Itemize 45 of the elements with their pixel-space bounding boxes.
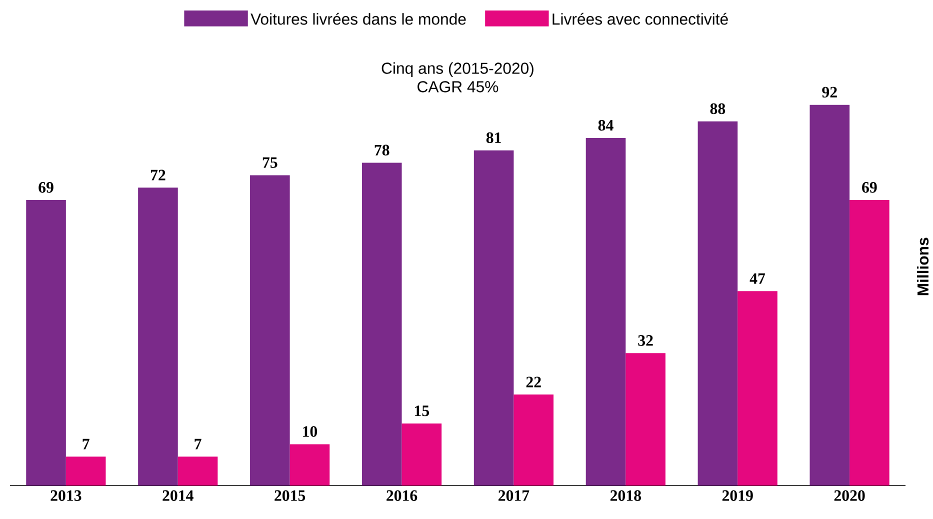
data-label: 81 xyxy=(486,132,501,143)
bar xyxy=(178,456,218,486)
bar xyxy=(362,162,402,486)
data-label: 92 xyxy=(822,86,837,98)
data-label: 75 xyxy=(262,157,278,168)
bar xyxy=(850,200,890,486)
data-label: 78 xyxy=(374,144,390,156)
bar xyxy=(290,444,330,486)
legend-label: Livrées avec connectivité xyxy=(552,12,728,25)
data-label: 69 xyxy=(862,182,877,193)
bar xyxy=(738,290,778,486)
bar xyxy=(698,121,738,486)
bar xyxy=(626,352,666,486)
data-label: 32 xyxy=(638,334,653,346)
bar xyxy=(402,423,442,486)
bar xyxy=(26,200,66,486)
y-axis-title: Millions xyxy=(916,238,929,295)
text: CAGR 45% xyxy=(418,80,498,92)
legend-label: Voitures livrées dans le monde xyxy=(250,12,466,25)
data-label: 15 xyxy=(415,405,430,416)
text: Cinq ans (2015-2020) xyxy=(382,62,534,77)
data-label: 47 xyxy=(750,273,766,284)
x-tick-label: 2019 xyxy=(722,490,753,501)
bar xyxy=(514,394,554,486)
data-label: 7 xyxy=(194,438,202,450)
bar xyxy=(138,187,178,486)
x-tick-label: 2014 xyxy=(162,490,194,501)
data-label: 88 xyxy=(710,103,726,114)
x-tick-label: 2017 xyxy=(498,490,530,501)
bar xyxy=(586,138,626,486)
data-label: 22 xyxy=(526,376,541,388)
x-tick-label: 2018 xyxy=(610,490,641,501)
x-tick-label: 2016 xyxy=(386,490,418,501)
data-label: 84 xyxy=(598,120,614,130)
bar xyxy=(250,175,290,486)
data-label: 10 xyxy=(303,426,318,437)
bar xyxy=(474,150,514,486)
x-tick-label: 2015 xyxy=(274,490,306,501)
data-label: 7 xyxy=(82,438,90,450)
bar xyxy=(810,104,850,486)
data-label: 69 xyxy=(38,182,54,193)
x-tick-label: 2020 xyxy=(834,490,865,501)
x-tick-label: 2013 xyxy=(50,490,82,501)
data-label: 72 xyxy=(150,170,166,180)
bar xyxy=(66,456,106,486)
